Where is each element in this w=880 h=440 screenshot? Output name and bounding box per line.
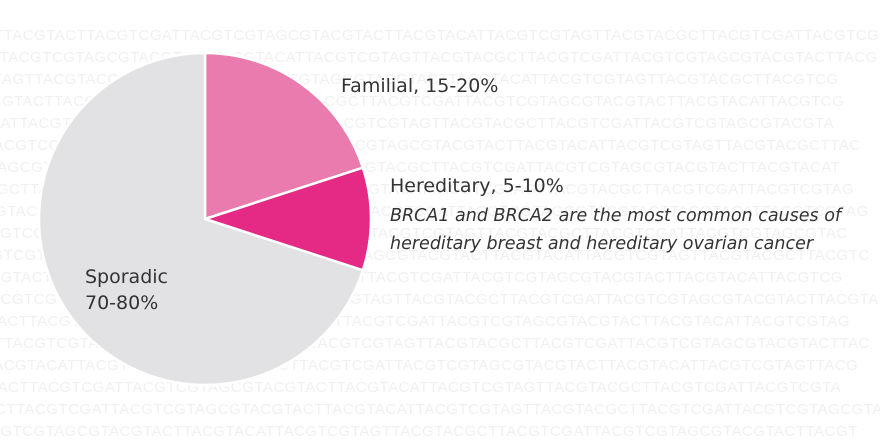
sporadic-value: 70-80%: [85, 292, 159, 314]
svg-text:TACGTCGTAGCGTACGTACTTACGTACATT: TACGTCGTAGCGTACGTACTTACGTACATTACGTCGTAGT…: [0, 423, 858, 440]
sporadic-label: Sporadic: [85, 266, 168, 288]
hereditary-note-line-2: hereditary breast and hereditary ovarian…: [390, 234, 814, 254]
svg-text:ACGTTACGTACTTACGTCGATTACGTCGTA: ACGTTACGTACTTACGTCGATTACGTCGTAGCGTACGTAC…: [0, 27, 880, 44]
svg-text:CTTACGTCGATTACGTCGTAGCGTACGTAC: CTTACGTCGATTACGTCGTAGCGTACGTACTTACGTACAT…: [0, 401, 880, 418]
pie-slice-hereditary: [203, 166, 373, 272]
hereditary-note-line-1: BRCA1 and BRCA2 are the most common caus…: [390, 206, 842, 226]
hereditary-label: Hereditary, 5-10%: [390, 175, 564, 197]
familial-label: Familial, 15-20%: [341, 75, 499, 97]
pie-slice-sporadic: [37, 51, 365, 387]
pie-slice-familial: [203, 51, 365, 221]
